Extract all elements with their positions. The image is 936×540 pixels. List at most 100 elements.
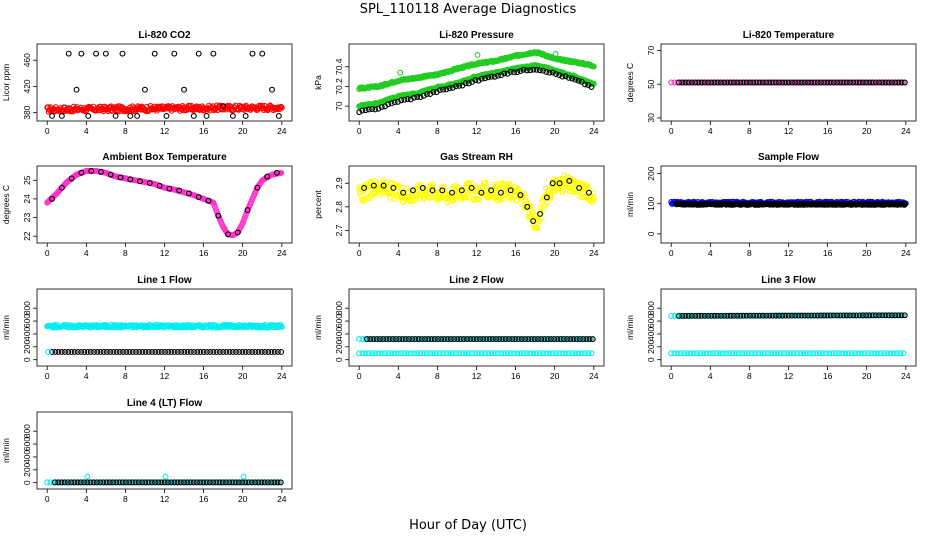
point-secondary <box>116 479 123 486</box>
point-secondary <box>152 349 159 355</box>
point-secondary <box>235 479 242 486</box>
point-primary <box>507 68 514 75</box>
point-upper <box>416 75 423 82</box>
point-primary <box>700 350 707 357</box>
point-secondary <box>156 182 163 189</box>
point-outliers <box>240 473 247 480</box>
point-primary <box>549 350 556 357</box>
point-primary <box>549 69 556 76</box>
point-primary <box>450 197 456 204</box>
point-primary <box>369 350 376 357</box>
point-primary <box>436 350 443 357</box>
point-secondary <box>859 79 866 86</box>
point-primary <box>562 350 569 357</box>
point-primary <box>404 350 411 357</box>
point-primary <box>242 113 249 119</box>
point-primary <box>404 96 411 102</box>
point-secondary <box>166 185 173 192</box>
point-primary <box>523 350 530 357</box>
panel-4: Gas Stream RH 0 4 8 12 16 20 24 2.7 2.8 2.9 percent <box>313 152 605 258</box>
point-primary <box>874 350 881 357</box>
point-secondary <box>68 479 75 486</box>
point-secondary <box>740 79 747 86</box>
point-secondary <box>566 177 573 184</box>
point-secondary <box>100 479 107 486</box>
point-secondary <box>541 336 548 343</box>
point-primary <box>449 84 456 91</box>
data-layer <box>668 312 908 357</box>
panel-5: Sample Flow 0 4 8 12 16 20 24 0 100 200 ml/min <box>625 152 917 258</box>
x-tick-label: 12 <box>784 126 794 136</box>
point-primary <box>530 350 537 357</box>
x-tick-label: 0 <box>45 126 50 136</box>
point-primary <box>578 350 585 357</box>
point-primary <box>527 67 534 74</box>
point-primary <box>259 50 266 57</box>
point-secondary <box>229 479 236 486</box>
point-primary <box>517 350 524 357</box>
point-secondary <box>676 79 682 86</box>
x-tick-label: 16 <box>199 371 209 381</box>
point-secondary <box>74 349 81 355</box>
x-tick-label: 12 <box>784 371 794 381</box>
point-primary <box>575 350 582 357</box>
y-tick-label: 2.9 <box>334 177 344 189</box>
figure-title: SPL_110118 Average Diagnostics <box>359 2 577 17</box>
point-secondary <box>210 479 217 486</box>
x-tick-label: 0 <box>669 126 674 136</box>
point-secondary <box>245 479 252 486</box>
point-secondary <box>55 349 62 355</box>
y-tick-label: 460 <box>22 53 32 67</box>
point-secondary <box>727 312 734 319</box>
point-primary <box>590 194 597 201</box>
point-secondary <box>126 479 133 486</box>
point-secondary <box>58 349 65 355</box>
point-secondary <box>882 312 889 319</box>
point-secondary <box>898 79 905 86</box>
point-primary <box>462 80 469 87</box>
point-primary <box>112 113 119 119</box>
point-primary <box>877 350 884 357</box>
point-primary <box>839 350 846 357</box>
point-primary <box>163 113 170 119</box>
point-secondary <box>190 479 197 486</box>
point-secondary <box>585 189 592 196</box>
point-primary <box>181 86 188 93</box>
x-tick-label: 20 <box>862 371 872 381</box>
point-secondary <box>698 79 705 86</box>
y-tick-label: 800 <box>22 424 32 438</box>
point-primary <box>190 113 197 119</box>
point-primary <box>543 350 550 357</box>
point-secondary <box>215 212 222 219</box>
point-secondary <box>62 349 68 355</box>
y-axis-label: Licor ppm <box>1 64 11 101</box>
point-primary <box>507 350 514 357</box>
point-secondary <box>518 336 525 343</box>
point-secondary <box>814 312 821 319</box>
y-tick-label: 30 <box>646 113 656 123</box>
point-primary <box>65 50 72 57</box>
point-secondary <box>688 312 695 319</box>
point-primary <box>681 350 688 357</box>
point-primary <box>569 75 576 82</box>
point-secondary <box>538 336 545 343</box>
y-axis-label: ml/min <box>1 315 11 340</box>
point-secondary <box>576 336 583 343</box>
x-tick-label: 20 <box>550 248 560 258</box>
point-primary <box>498 350 505 357</box>
point-secondary <box>779 312 786 319</box>
point-secondary <box>236 349 243 355</box>
x-tick-label: 20 <box>550 126 560 136</box>
point-secondary <box>824 79 831 86</box>
point-secondary <box>84 349 91 355</box>
point-secondary <box>252 349 259 355</box>
point-secondary <box>834 79 841 86</box>
point-secondary <box>879 79 886 86</box>
point-primary <box>553 350 559 357</box>
point-primary <box>440 86 447 93</box>
point-primary <box>494 350 501 357</box>
point-secondary <box>756 312 763 319</box>
point-primary <box>533 66 540 73</box>
plot-frame <box>36 411 293 490</box>
